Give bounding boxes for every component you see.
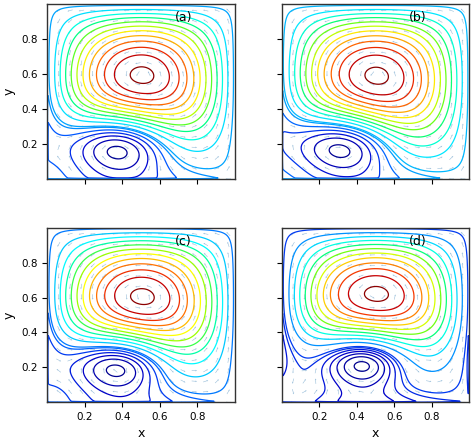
Y-axis label: y: y [3,311,16,319]
Text: (c): (c) [175,235,191,248]
Text: (a): (a) [175,11,192,24]
Y-axis label: y: y [3,88,16,95]
Text: (d): (d) [409,235,427,248]
Text: (b): (b) [409,11,427,24]
X-axis label: x: x [137,427,145,441]
X-axis label: x: x [372,427,379,441]
